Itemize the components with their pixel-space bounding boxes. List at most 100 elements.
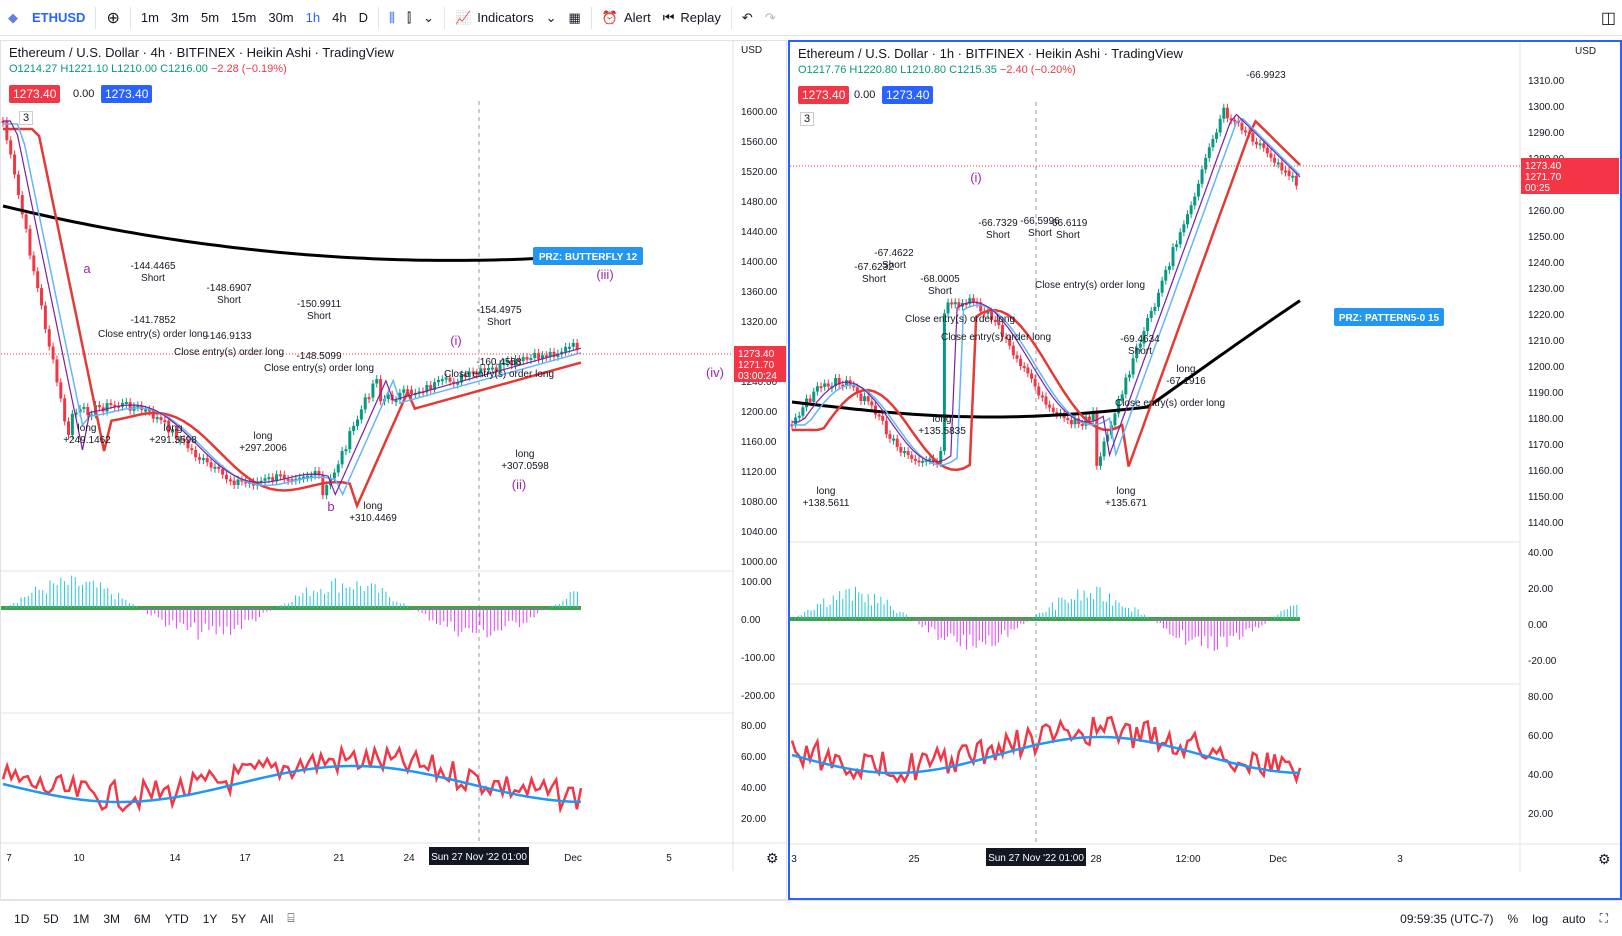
candle-body [517, 358, 521, 362]
candle-body [232, 480, 236, 485]
candle-body [63, 398, 67, 422]
candle-body [43, 305, 47, 330]
redo-icon[interactable]: ↷ [764, 9, 776, 25]
currency-label[interactable]: USD [1575, 46, 1597, 57]
candle-body [913, 458, 917, 461]
candle-body [1098, 456, 1102, 466]
replay-icon[interactable]: ⏮ [662, 9, 675, 25]
price-axis-label: 1310.00 [1528, 76, 1565, 87]
buy-price-tag[interactable]: 1273.40 [101, 85, 153, 103]
buy-price-tag[interactable]: 1273.40 [882, 86, 934, 104]
time-axis-label: 10 [73, 853, 85, 864]
compare-add-icon[interactable]: ⊕ [106, 9, 120, 27]
time-axis-label: Dec [1269, 854, 1287, 865]
current-price-label: 1273.40 [1525, 161, 1562, 172]
interval-3m[interactable]: 3m [170, 10, 189, 25]
interval-15m[interactable]: 15m [231, 10, 257, 25]
range-ytd[interactable]: YTD [164, 911, 189, 926]
interval-1h[interactable]: 1h [305, 10, 321, 25]
candle-body [70, 413, 74, 435]
candle-body [1186, 214, 1190, 225]
candle-body [950, 302, 954, 305]
candle-body [394, 400, 398, 403]
candle-body [1207, 147, 1211, 158]
alert-button[interactable]: Alert [623, 10, 651, 25]
range-5y[interactable]: 5Y [231, 911, 247, 926]
indicators-icon[interactable]: 📈 [455, 9, 472, 25]
candle-body [444, 377, 448, 380]
candle-body [1029, 373, 1033, 379]
trade-annotation-label: Short [141, 273, 165, 284]
range-3m[interactable]: 3M [103, 911, 121, 926]
candle-body [1167, 266, 1171, 270]
templates-icon[interactable]: ▦ [568, 9, 581, 25]
right-chart-pane[interactable]: 1310.001300.001290.001280.001270.001260.… [788, 40, 1622, 900]
range-all[interactable]: All [260, 911, 274, 926]
candle-body [513, 358, 517, 366]
interval-5m[interactable]: 5m [200, 10, 220, 25]
candle-body [571, 342, 575, 347]
interval-4h[interactable]: 4h [332, 10, 347, 25]
candle-body [1102, 441, 1106, 457]
price-axis-label: 1080.00 [741, 497, 778, 508]
bar-chart-type-icon[interactable]: ⫼ [388, 9, 395, 25]
goto-date-icon[interactable]: ⌸ [287, 911, 295, 925]
left-chart-svg[interactable]: 1600.001560.001520.001480.001440.001400.… [1, 41, 787, 900]
candle-body [1048, 404, 1052, 408]
clock[interactable]: 09:59:35 (UTC-7) [1400, 911, 1494, 926]
auto-toggle[interactable]: auto [1562, 911, 1586, 926]
indicator-count[interactable]: 3 [800, 112, 815, 126]
interval-d[interactable]: D [358, 10, 368, 25]
range-1y[interactable]: 1Y [202, 911, 218, 926]
chevron-down-icon[interactable]: ⌄ [423, 9, 435, 25]
range-1d[interactable]: 1D [14, 911, 30, 926]
indicators-button[interactable]: Indicators [477, 10, 534, 25]
candle-body [174, 429, 178, 440]
candle-body [302, 476, 306, 479]
candle-body [178, 439, 182, 442]
candle-body [348, 431, 352, 450]
trade-annotation-value: -148.6907 [206, 283, 251, 294]
interval-1m[interactable]: 1m [140, 10, 159, 25]
left-chart-pane[interactable]: 1600.00 1560.00 1520.00 1480.00 1440.00 1400.… [0, 40, 787, 900]
currency-label[interactable]: USD [741, 45, 763, 56]
percent-toggle[interactable]: % [1507, 911, 1519, 926]
candle-body [1124, 377, 1128, 395]
alert-clock-icon[interactable]: ⏰ [601, 9, 618, 25]
divider [377, 6, 379, 29]
trade-annotation-label: Short [862, 274, 886, 285]
price-axis-label: 1290.00 [1528, 128, 1565, 139]
candle-body [86, 406, 90, 415]
fullscreen-icon[interactable]: ⛶ [1599, 911, 1608, 925]
right-chart-svg[interactable]: 1310.001300.001290.001280.001270.001260.… [790, 42, 1620, 898]
trade-annotation-value: -66.7329 [978, 218, 1018, 229]
interval-30m[interactable]: 30m [268, 10, 294, 25]
range-6m[interactable]: 6M [134, 911, 151, 926]
candle-body [917, 460, 921, 463]
candle-body [379, 379, 383, 402]
sell-price-tag[interactable]: 1273.40 [798, 86, 850, 104]
candle-chart-type-icon[interactable]: ⫿ [406, 9, 412, 25]
range-5d[interactable]: 5D [43, 911, 59, 926]
candle-body [47, 329, 51, 347]
indicator-count[interactable]: 3 [19, 111, 34, 125]
candle-body [986, 311, 990, 314]
chevron-down-icon[interactable]: ⌄ [545, 9, 557, 25]
replay-button[interactable]: Replay [680, 10, 721, 25]
candle-body [452, 381, 456, 384]
layout-icon[interactable]: ◫ [1600, 9, 1616, 27]
candle-body [1258, 143, 1262, 146]
sell-price-tag[interactable]: 1273.40 [9, 85, 61, 103]
left-chart-title: Ethereum / U.S. Dollar · 4h · BITFINEX ·… [9, 45, 394, 60]
candle-body [567, 346, 571, 349]
candle-body [544, 355, 548, 358]
candle-body [1095, 411, 1099, 466]
osc-axis-label: 20.00 [1528, 584, 1553, 595]
candle-body [1117, 399, 1121, 414]
undo-icon[interactable]: ↶ [741, 9, 753, 25]
candle-body [932, 458, 936, 462]
log-toggle[interactable]: log [1532, 911, 1549, 926]
candle-body [290, 479, 294, 482]
symbol-search-button[interactable]: ETHUSD [32, 10, 86, 25]
range-1m[interactable]: 1M [72, 911, 90, 926]
